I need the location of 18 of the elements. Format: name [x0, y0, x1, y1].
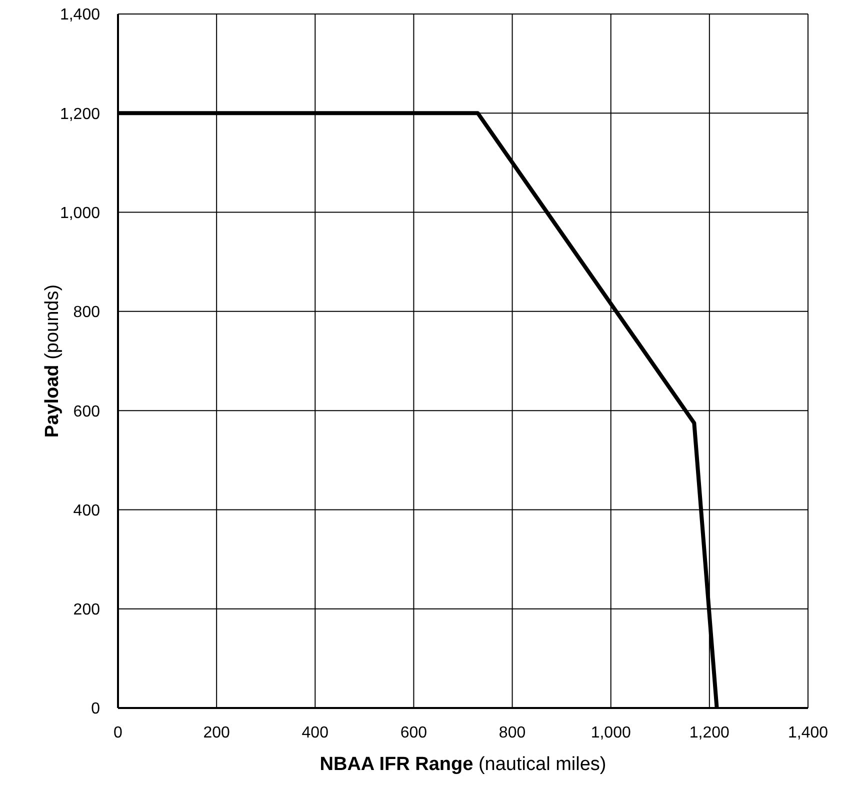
x-axis-title: NBAA IFR Range (nautical miles): [320, 754, 606, 775]
x-tick-label: 400: [302, 724, 329, 742]
y-tick-label: 1,200: [60, 106, 100, 123]
y-tick-label: 400: [73, 502, 100, 520]
x-tick-label: 1,200: [689, 724, 730, 742]
y-tick-label: 800: [73, 304, 100, 322]
x-tick-label: 1,400: [788, 724, 828, 742]
x-tick-label: 600: [400, 724, 428, 742]
y-axis-title: Payload (pounds): [42, 284, 63, 438]
x-tick-label: 800: [498, 724, 526, 742]
y-tick-label: 0: [91, 700, 100, 718]
x-tick-label: 0: [114, 724, 123, 742]
x-tick-label: 1,000: [590, 724, 631, 742]
x-tick-label: 200: [203, 724, 230, 742]
y-tick-label: 200: [73, 602, 100, 619]
y-tick-label: 1,400: [60, 6, 100, 24]
y-tick-label: 1,000: [60, 204, 100, 222]
y-tick-label: 600: [73, 403, 100, 420]
